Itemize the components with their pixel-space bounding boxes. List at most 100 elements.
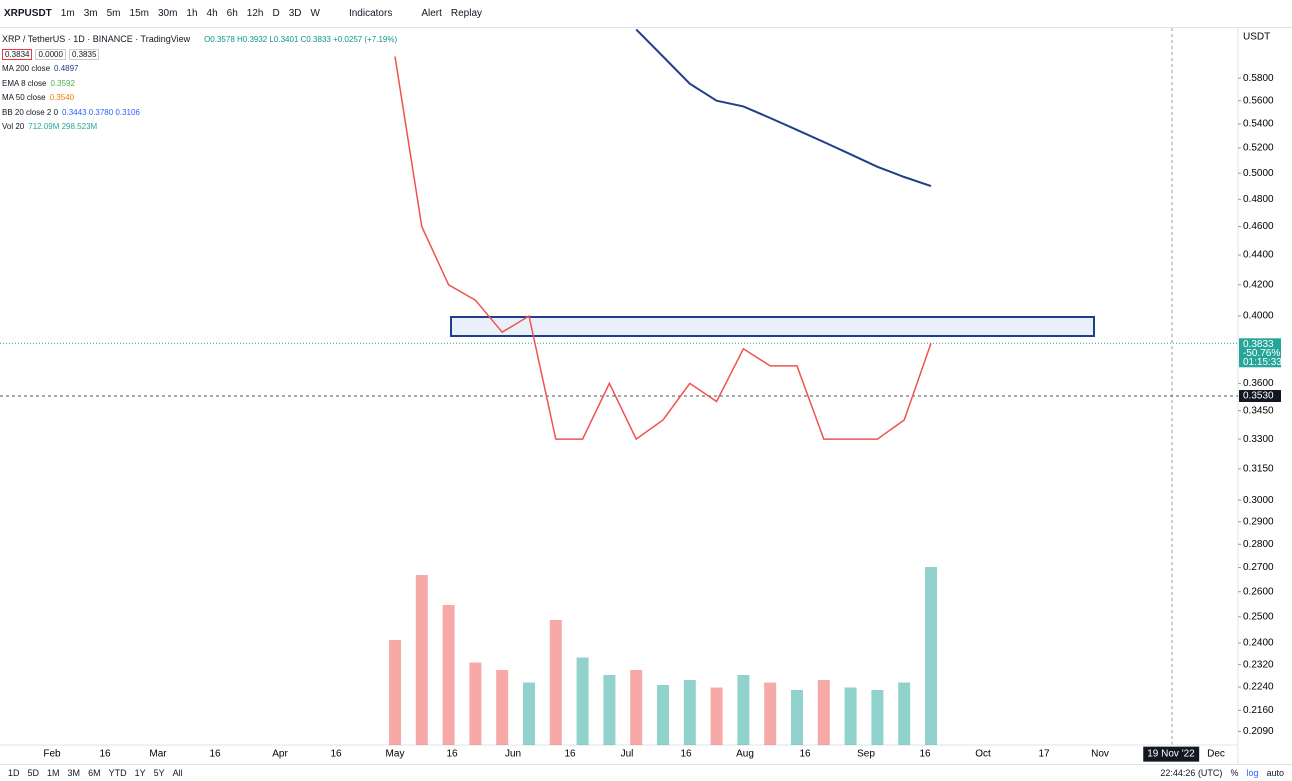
price-tick-label: 0.2090 [1243, 726, 1274, 737]
crosshair-price: 0.3530 [1243, 391, 1274, 402]
price-tick-label: 0.4800 [1243, 194, 1274, 205]
price-tick-label: 0.2900 [1243, 516, 1274, 527]
volume-bar [549, 620, 562, 745]
percent-toggle[interactable]: % [1230, 768, 1239, 778]
legend-title: XRP / TetherUS · 1D · BINANCE · TradingV… [2, 34, 191, 44]
range-button[interactable]: 1Y [134, 768, 146, 778]
volume-bar [523, 682, 535, 745]
study-name: MA 200 close [2, 64, 51, 73]
interval-button[interactable]: 30m [157, 8, 178, 19]
study-value: 0.4897 [54, 64, 79, 73]
time-label: Dec [1207, 749, 1225, 760]
legend: XRP / TetherUS · 1D · BINANCE · TradingV… [2, 32, 397, 135]
price-tick-label: 0.3150 [1243, 464, 1274, 475]
last-price-box [1239, 338, 1281, 368]
clock: 22:44:26 (UTC) [1160, 768, 1223, 778]
legend-bid: 0.3834 [2, 48, 33, 60]
price-tick-label: 0.4000 [1243, 311, 1274, 322]
time-label: Jul [621, 749, 634, 760]
price-tick-label: 0.2500 [1243, 611, 1274, 622]
alert-button[interactable]: Alert [421, 8, 442, 19]
interval-button[interactable]: W [310, 8, 320, 19]
volume-bar [925, 567, 937, 745]
top-toolbar: XRPUSDT 1m 3m 5m 15m 30m 1h 4h 6h 12h D 3D W Indicato… [0, 0, 1292, 28]
zone-rectangle [450, 316, 1095, 337]
price-tick-label: 0.2160 [1243, 705, 1274, 716]
time-label: Nov [1091, 749, 1109, 760]
time-label: 16 [99, 749, 111, 760]
time-label: 19 Nov '22 [1147, 749, 1195, 760]
volume-bar [844, 687, 857, 745]
volume-bar [710, 687, 723, 745]
legend-row: MA 50 close 0.3540 [2, 91, 397, 106]
volume-bar [791, 690, 803, 745]
volume-bar [576, 657, 589, 745]
time-label: Sep [857, 749, 875, 760]
price-tick-label: 0.5000 [1243, 168, 1274, 179]
time-label: Apr [272, 749, 288, 760]
legend-row: BB 20 close 2 0 0.3443 0.3780 0.3106 [2, 106, 397, 121]
countdown: 01:15:33 [1243, 357, 1282, 368]
volume-bar [603, 675, 616, 745]
legend-spread: 0.0000 [35, 48, 66, 60]
indicators-button[interactable]: Indicators [348, 8, 393, 19]
replay-button[interactable]: Replay [450, 8, 483, 19]
price-tick-label: 0.2800 [1243, 539, 1274, 550]
legend-row: Vol 20 712.09M 298.523M [2, 120, 397, 135]
legend-row: 0.3834 0.0000 0.3835 [2, 48, 397, 63]
time-label: Mar [149, 749, 167, 760]
interval-button[interactable]: 3D [288, 8, 302, 19]
time-label: Aug [736, 749, 754, 760]
interval-button[interactable]: 15m [129, 8, 149, 19]
price-tick-label: 0.2320 [1243, 659, 1274, 670]
range-button[interactable]: YTD [108, 768, 127, 778]
interval-button[interactable]: 5m [106, 8, 121, 19]
time-label: 16 [799, 749, 811, 760]
ma200-line [635, 28, 932, 188]
last-price: 0.3833 [1243, 339, 1274, 350]
crosshair-box [1239, 389, 1281, 402]
volume-bar [871, 690, 884, 745]
time-label: 16 [209, 749, 221, 760]
volume-bar [469, 662, 482, 745]
price-tick-label: 0.2600 [1243, 586, 1274, 597]
log-toggle[interactable]: log [1246, 768, 1259, 778]
price-tick-label: 0.5200 [1243, 143, 1274, 154]
interval-button[interactable]: 12h [246, 8, 264, 19]
time-label: Jun [505, 749, 521, 760]
volume-bar [389, 640, 401, 745]
price-tick-label: 0.5600 [1243, 95, 1274, 106]
change: -50.76% [1243, 348, 1280, 359]
price-tick-label: 0.2240 [1243, 682, 1274, 693]
price-tick-label: 0.4200 [1243, 279, 1274, 290]
legend-row: EMA 8 close 0.3592 [2, 77, 397, 92]
range-button[interactable]: 5Y [153, 768, 165, 778]
symbol[interactable]: XRPUSDT [4, 8, 52, 19]
range-button[interactable]: All [172, 768, 183, 778]
range-button[interactable]: 1M [47, 768, 60, 778]
study-value: 0.3540 [49, 93, 75, 102]
range-button[interactable]: 3M [67, 768, 81, 778]
study-name: MA 50 close [2, 93, 46, 102]
interval-button[interactable]: 3m [83, 8, 98, 19]
interval-button[interactable]: 4h [206, 8, 218, 19]
legend-row: XRP / TetherUS · 1D · BINANCE · TradingV… [2, 32, 397, 48]
legend-row: MA 200 close 0.4897 [2, 62, 397, 77]
interval-button[interactable]: 1m [60, 8, 75, 19]
auto-toggle[interactable]: auto [1266, 768, 1284, 778]
interval-button[interactable]: D [272, 8, 280, 19]
range-button[interactable]: 5D [27, 768, 40, 778]
volume-bar [683, 680, 696, 745]
interval-button[interactable]: 1h [186, 8, 198, 19]
interval-button[interactable]: 6h [226, 8, 238, 19]
time-label: 17 [1038, 749, 1050, 760]
volume-bar [737, 675, 750, 745]
volume-bar [657, 685, 669, 745]
legend-ask: 0.3835 [68, 48, 100, 60]
volume-bar [764, 682, 777, 745]
range-button[interactable]: 1D [8, 768, 20, 778]
range-button[interactable]: 6M [88, 768, 101, 778]
volume-bar [817, 680, 830, 745]
price-tick-label: 0.4400 [1243, 250, 1274, 261]
